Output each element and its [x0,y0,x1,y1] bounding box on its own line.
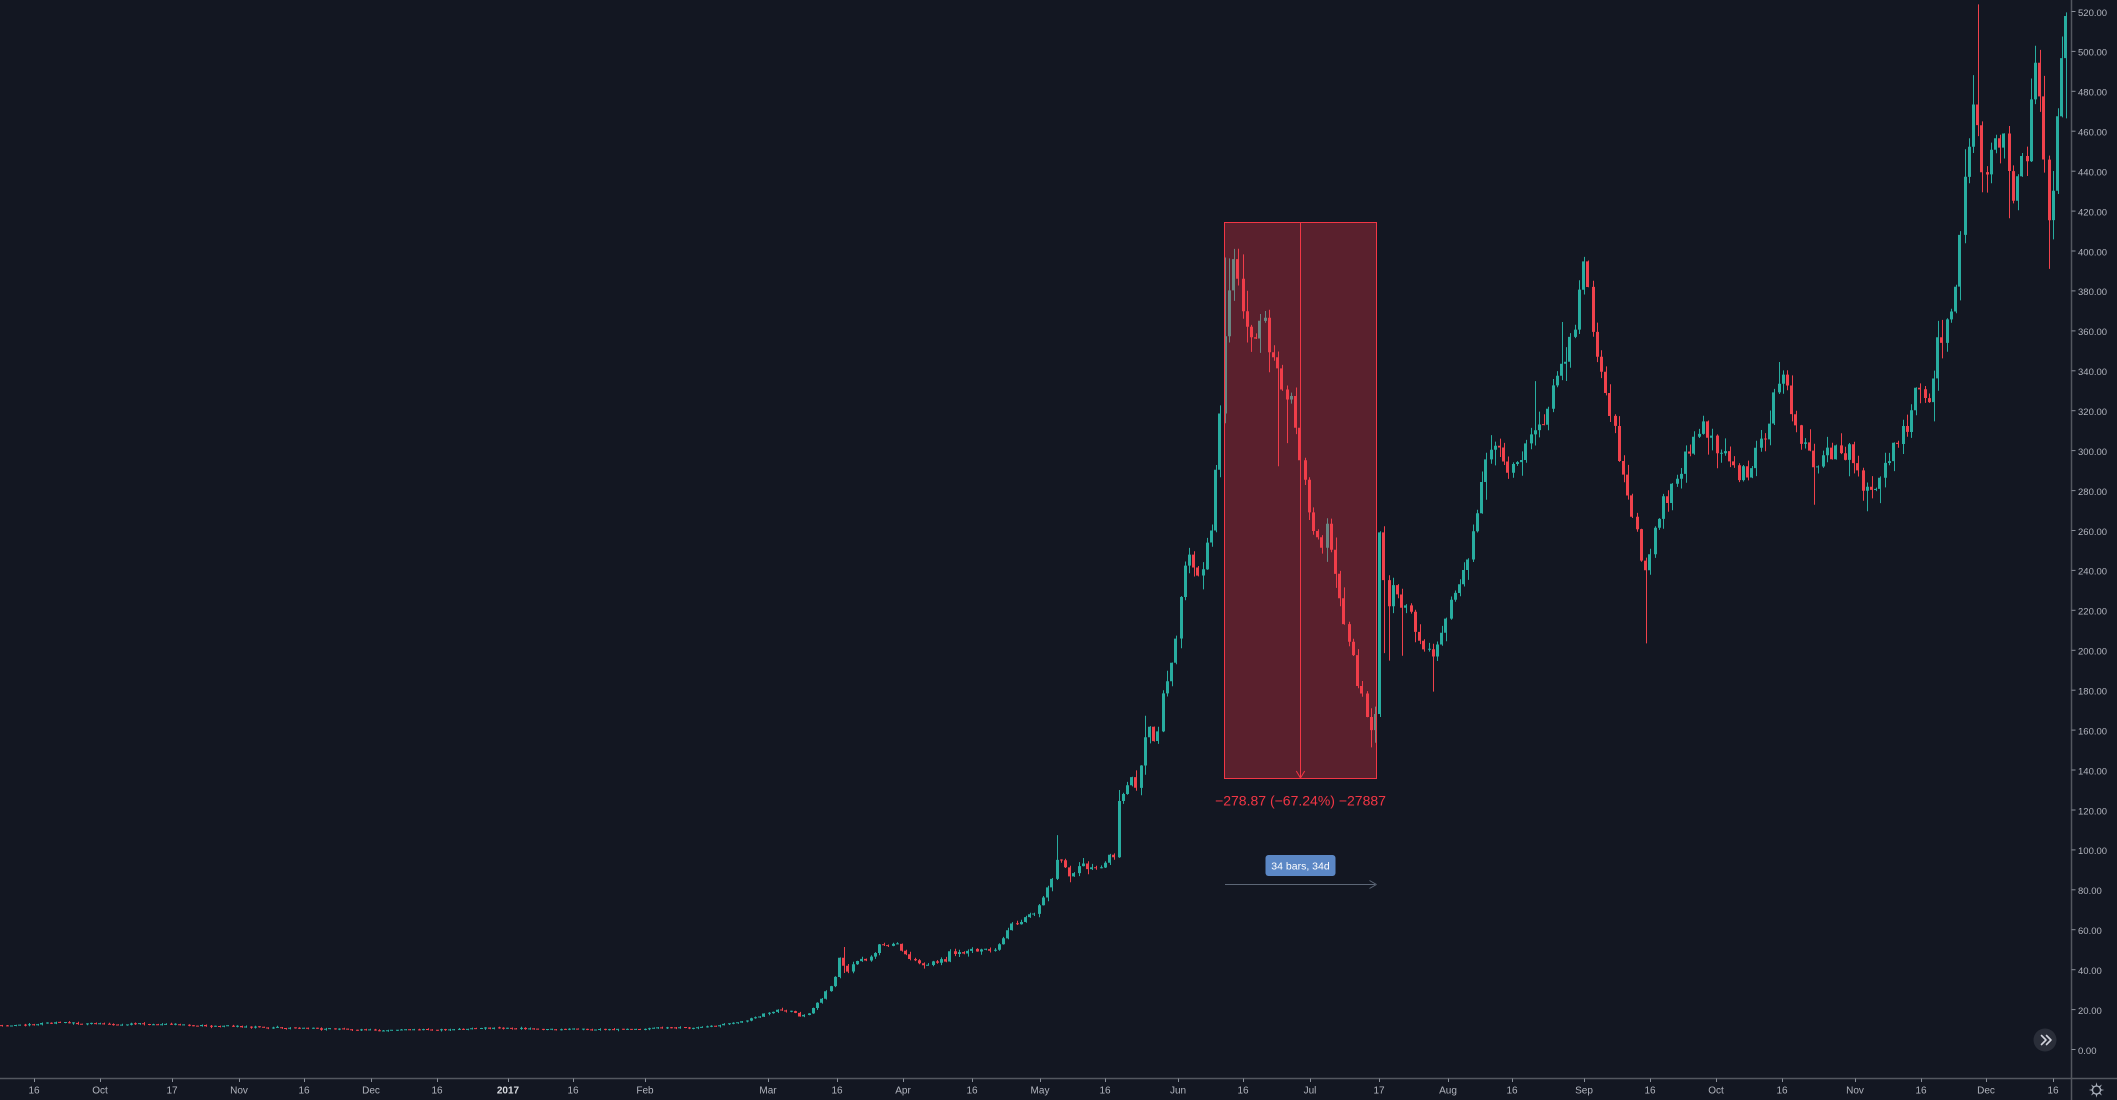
svg-text:16: 16 [431,1086,443,1097]
svg-text:17: 17 [166,1086,178,1097]
svg-text:Feb: Feb [636,1086,654,1097]
svg-text:16: 16 [1644,1086,1656,1097]
svg-text:16: 16 [2047,1086,2059,1097]
svg-text:Dec: Dec [362,1086,380,1097]
svg-text:340.00: 340.00 [2078,367,2107,378]
svg-text:20.00: 20.00 [2078,1006,2102,1017]
svg-text:60.00: 60.00 [2078,926,2102,937]
svg-text:Mar: Mar [759,1086,777,1097]
svg-text:Dec: Dec [1977,1086,1995,1097]
svg-text:16: 16 [966,1086,978,1097]
svg-text:480.00: 480.00 [2078,88,2107,99]
svg-text:16: 16 [831,1086,843,1097]
svg-text:80.00: 80.00 [2078,886,2102,897]
svg-text:16: 16 [1506,1086,1518,1097]
svg-text:Jul: Jul [1304,1086,1317,1097]
svg-text:100.00: 100.00 [2078,846,2107,857]
svg-text:34 bars, 34d: 34 bars, 34d [1271,860,1330,872]
svg-text:16: 16 [1099,1086,1111,1097]
svg-text:−278.87 (−67.24%) −27887: −278.87 (−67.24%) −27887 [1215,793,1386,809]
svg-text:460.00: 460.00 [2078,128,2107,139]
svg-text:Sep: Sep [1575,1086,1593,1097]
svg-text:May: May [1031,1086,1050,1097]
svg-text:400.00: 400.00 [2078,247,2107,258]
svg-text:Oct: Oct [1708,1086,1724,1097]
svg-text:40.00: 40.00 [2078,966,2102,977]
svg-text:Nov: Nov [230,1086,248,1097]
svg-text:16: 16 [567,1086,579,1097]
svg-text:280.00: 280.00 [2078,487,2107,498]
svg-text:2017: 2017 [497,1086,520,1097]
svg-text:300.00: 300.00 [2078,447,2107,458]
svg-text:Apr: Apr [895,1086,911,1097]
svg-text:260.00: 260.00 [2078,527,2107,538]
svg-text:16: 16 [298,1086,310,1097]
svg-text:180.00: 180.00 [2078,687,2107,698]
svg-text:440.00: 440.00 [2078,168,2107,179]
svg-text:Aug: Aug [1439,1086,1457,1097]
svg-text:420.00: 420.00 [2078,207,2107,218]
svg-text:240.00: 240.00 [2078,567,2107,578]
svg-text:16: 16 [28,1086,40,1097]
svg-text:140.00: 140.00 [2078,766,2107,777]
svg-text:500.00: 500.00 [2078,48,2107,59]
svg-text:120.00: 120.00 [2078,806,2107,817]
svg-text:16: 16 [1776,1086,1788,1097]
svg-text:520.00: 520.00 [2078,8,2107,19]
svg-text:0.00: 0.00 [2078,1046,2097,1057]
svg-text:200.00: 200.00 [2078,647,2107,658]
svg-text:Oct: Oct [92,1086,108,1097]
svg-text:Nov: Nov [1846,1086,1864,1097]
svg-text:16: 16 [1237,1086,1249,1097]
svg-text:320.00: 320.00 [2078,407,2107,418]
svg-text:160.00: 160.00 [2078,726,2107,737]
svg-text:16: 16 [1915,1086,1927,1097]
svg-text:380.00: 380.00 [2078,287,2107,298]
svg-text:Jun: Jun [1170,1086,1186,1097]
svg-text:360.00: 360.00 [2078,327,2107,338]
svg-text:17: 17 [1373,1086,1385,1097]
svg-text:220.00: 220.00 [2078,607,2107,618]
